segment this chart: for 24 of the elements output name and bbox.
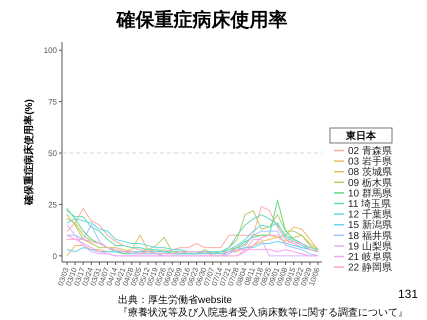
y-tick-label: 25 [48,200,58,210]
y-tick-label: 50 [48,149,58,158]
legend-title: 東日本 [345,130,377,142]
legend-label: 22 静岡県 [348,262,392,274]
legend-label: 02 青森県 [348,145,392,157]
legend-label: 12 千葉県 [348,208,392,221]
text: 131 [398,287,418,301]
text: 『療養状況等及び入院患者受入病床数等に関する調査について』 [118,306,408,318]
y-tick-label: 0 [52,252,58,261]
legend-label: 08 茨城県 [348,166,392,178]
legend-label: 15 新潟県 [348,219,392,232]
legend-label: 18 福井県 [348,230,392,242]
line-series [66,234,318,256]
legend-label: 11 埼玉県 [348,198,392,210]
y-tick-label: 100 [44,46,58,56]
chart-title: 確保重症病床使用率 [116,9,288,31]
y-axis-title: 確保重症病床使用率(%) [23,99,35,206]
y-tick-label: 75 [48,98,58,107]
legend-label: 03 岩手県 [348,156,392,168]
source-note: 出典：厚生労働省website [118,294,232,306]
legend-label: 19 山梨県 [348,240,392,252]
legend-label: 09 栃木県 [348,176,392,189]
legend-label: 10 群馬県 [348,187,392,200]
legend-label: 21 岐阜県 [348,251,392,263]
